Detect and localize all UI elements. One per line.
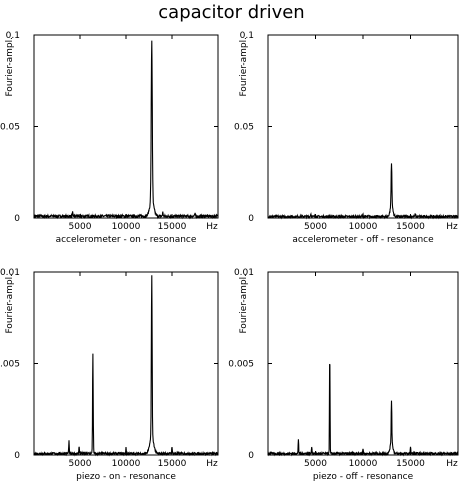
y-tick-label: 0.005	[0, 360, 20, 370]
x-tick-label: 5000	[69, 222, 92, 232]
x-tick-label: 5000	[304, 222, 327, 232]
spectrum-series	[33, 275, 219, 457]
chart-panel: 0 0.005 0.01 5000 10000 15000 Hz piezo - on - r…	[0, 268, 219, 482]
y-axis-label: Fourier-ampl.	[239, 37, 249, 97]
figure-title: capacitor driven	[158, 2, 305, 23]
y-tick-label: 0	[248, 451, 254, 461]
x-tick-label: 5000	[69, 459, 92, 469]
x-tick-label: 10000	[349, 459, 378, 469]
x-tick-label: 15000	[158, 459, 187, 469]
chart-panel: 0 0.05 0.1 5000 10000 15000 Hz accelerometer - …	[234, 31, 459, 245]
x-axis-label: accelerometer - off - resonance	[292, 235, 434, 245]
chart-panel: 0 0.005 0.01 5000 10000 15000 Hz piezo - off - …	[228, 268, 459, 482]
y-tick-label: 0.05	[234, 123, 254, 133]
y-tick-label: 0.1	[6, 31, 20, 41]
y-axis-label: Fourier-ampl.	[5, 274, 15, 334]
x-tick-label: 10000	[349, 222, 378, 232]
plot-frame	[33, 34, 219, 219]
x-tick-label: 5000	[304, 459, 327, 469]
y-axis-label: Fourier-ampl.	[5, 37, 15, 97]
y-tick-label: 0.005	[228, 360, 254, 370]
plot-frame	[267, 271, 459, 456]
x-unit-label: Hz	[446, 222, 458, 232]
y-tick-label: 0	[14, 451, 20, 461]
y-axis-label: Fourier-ampl.	[239, 274, 249, 334]
spectrum-series	[33, 40, 219, 220]
plot-frame	[267, 34, 459, 219]
plot-frame	[33, 271, 219, 456]
x-axis-label: accelerometer - on - resonance	[56, 235, 197, 245]
y-tick-label: 0	[14, 214, 20, 224]
y-tick-label: 0.1	[240, 31, 254, 41]
spectrum-series	[267, 163, 459, 220]
y-tick-label: 0.01	[0, 268, 20, 278]
spectrum-series	[267, 363, 459, 457]
x-unit-label: Hz	[206, 222, 218, 232]
y-tick-label: 0.01	[234, 268, 254, 278]
y-tick-label: 0	[248, 214, 254, 224]
chart-panel: 0 0.05 0.1 5000 10000 15000 Hz accelerometer - …	[0, 31, 219, 245]
x-axis-label: piezo - on - resonance	[76, 472, 176, 482]
x-tick-label: 15000	[396, 222, 425, 232]
x-unit-label: Hz	[446, 459, 458, 469]
x-tick-label: 15000	[158, 222, 187, 232]
x-tick-label: 10000	[112, 459, 141, 469]
x-tick-label: 15000	[396, 459, 425, 469]
x-axis-label: piezo - off - resonance	[313, 472, 414, 482]
y-tick-label: 0.05	[0, 123, 20, 133]
x-tick-label: 10000	[112, 222, 141, 232]
x-unit-label: Hz	[206, 459, 218, 469]
